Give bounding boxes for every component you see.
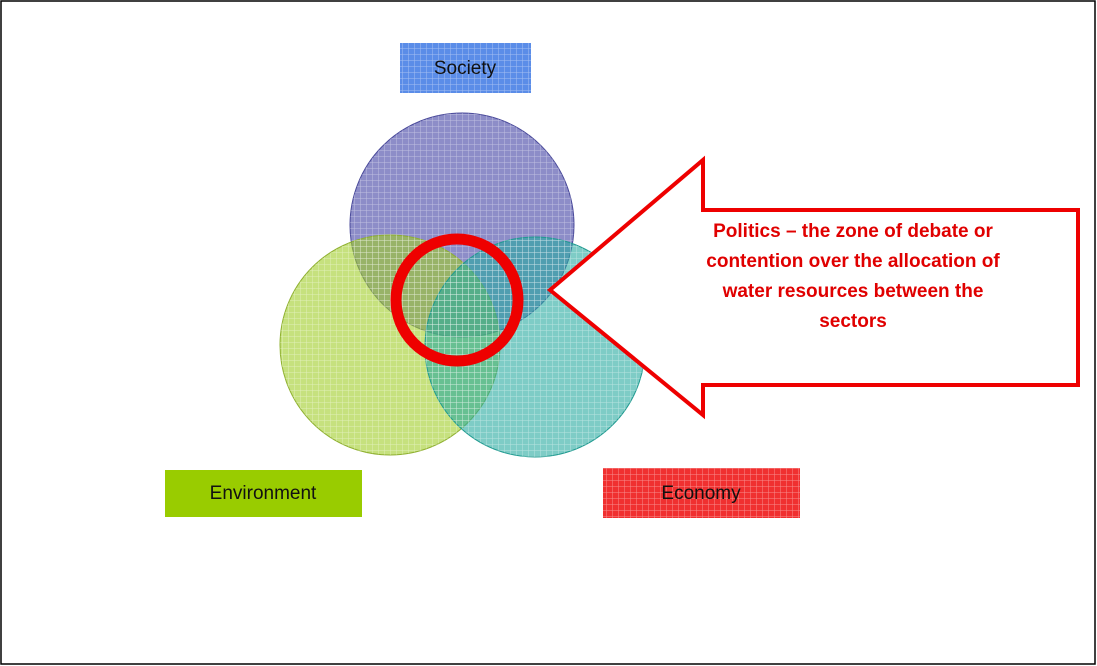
callout-line: contention over the allocation of: [706, 251, 1000, 272]
society-label: Society: [434, 58, 497, 79]
environment-box: [165, 470, 362, 517]
politics-ring: [390, 233, 524, 367]
economy-label: Economy: [661, 483, 741, 504]
callout-arrow: [546, 155, 1080, 420]
callout-line: sectors: [819, 311, 887, 332]
economy-box-pattern: [603, 468, 800, 518]
society-box-pattern: [400, 43, 531, 93]
callout-line: water resources between the: [722, 281, 984, 302]
environment-label: Environment: [210, 483, 317, 504]
callout-line: Politics – the zone of debate or: [713, 221, 993, 242]
